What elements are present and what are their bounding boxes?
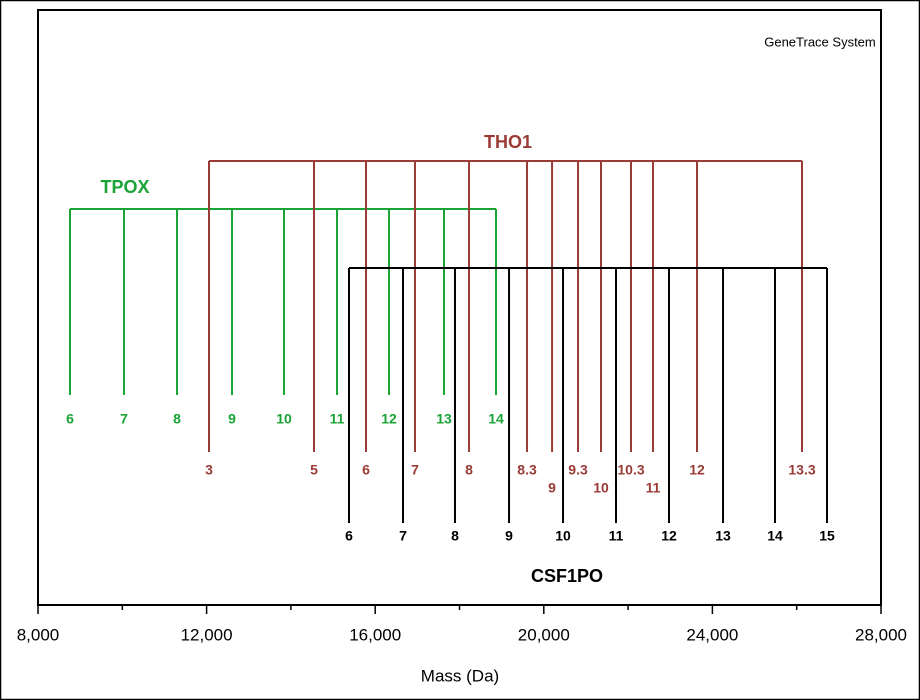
allele-label: 11 <box>330 411 345 427</box>
series-title: THO1 <box>484 132 532 152</box>
allele-label: 12 <box>689 462 705 478</box>
allele-label: 12 <box>661 528 677 544</box>
plot-frame <box>37 9 882 606</box>
allele-label: 10.3 <box>617 462 644 478</box>
allele-label: 10 <box>555 528 571 544</box>
allele-label: 11 <box>646 480 661 496</box>
allele-label: 9.3 <box>568 462 588 478</box>
allele-label: 6 <box>362 462 370 478</box>
allele-label: 3 <box>205 462 213 478</box>
allele-label: 13.3 <box>788 462 815 478</box>
allele-label: 8 <box>451 528 459 544</box>
annotation: GeneTrace System <box>764 34 876 49</box>
allele-label: 14 <box>767 528 783 544</box>
allele-label: 9 <box>548 480 556 496</box>
x-tick-label: 20,000 <box>518 625 570 644</box>
allele-label: 14 <box>488 411 504 427</box>
allele-label: 8.3 <box>517 462 537 478</box>
allele-label: 13 <box>715 528 731 544</box>
allele-label: 7 <box>399 528 407 544</box>
allele-label: 8 <box>173 411 181 427</box>
allele-label: 9 <box>505 528 513 544</box>
allele-label: 11 <box>609 528 624 544</box>
allele-label: 9 <box>228 411 236 427</box>
allele-label: 5 <box>310 462 318 478</box>
allele-label: 12 <box>381 411 397 427</box>
allele-label: 10 <box>593 480 609 496</box>
allele-label: 15 <box>819 528 835 544</box>
x-tick-label: 8,000 <box>17 625 60 644</box>
x-tick-label: 16,000 <box>349 625 401 644</box>
allele-label: 13 <box>436 411 452 427</box>
allele-label: 10 <box>276 411 292 427</box>
allele-label: 6 <box>66 411 74 427</box>
x-tick-label: 12,000 <box>181 625 233 644</box>
allele-label: 8 <box>465 462 473 478</box>
series-title: CSF1PO <box>531 566 603 586</box>
allele-label: 6 <box>345 528 353 544</box>
allele-label: 7 <box>411 462 419 478</box>
x-tick-label: 24,000 <box>686 625 738 644</box>
x-tick-label: 28,000 <box>855 625 907 644</box>
series-title: TPOX <box>100 177 149 197</box>
allele-label: 7 <box>120 411 128 427</box>
x-axis-label: Mass (Da) <box>421 666 499 685</box>
